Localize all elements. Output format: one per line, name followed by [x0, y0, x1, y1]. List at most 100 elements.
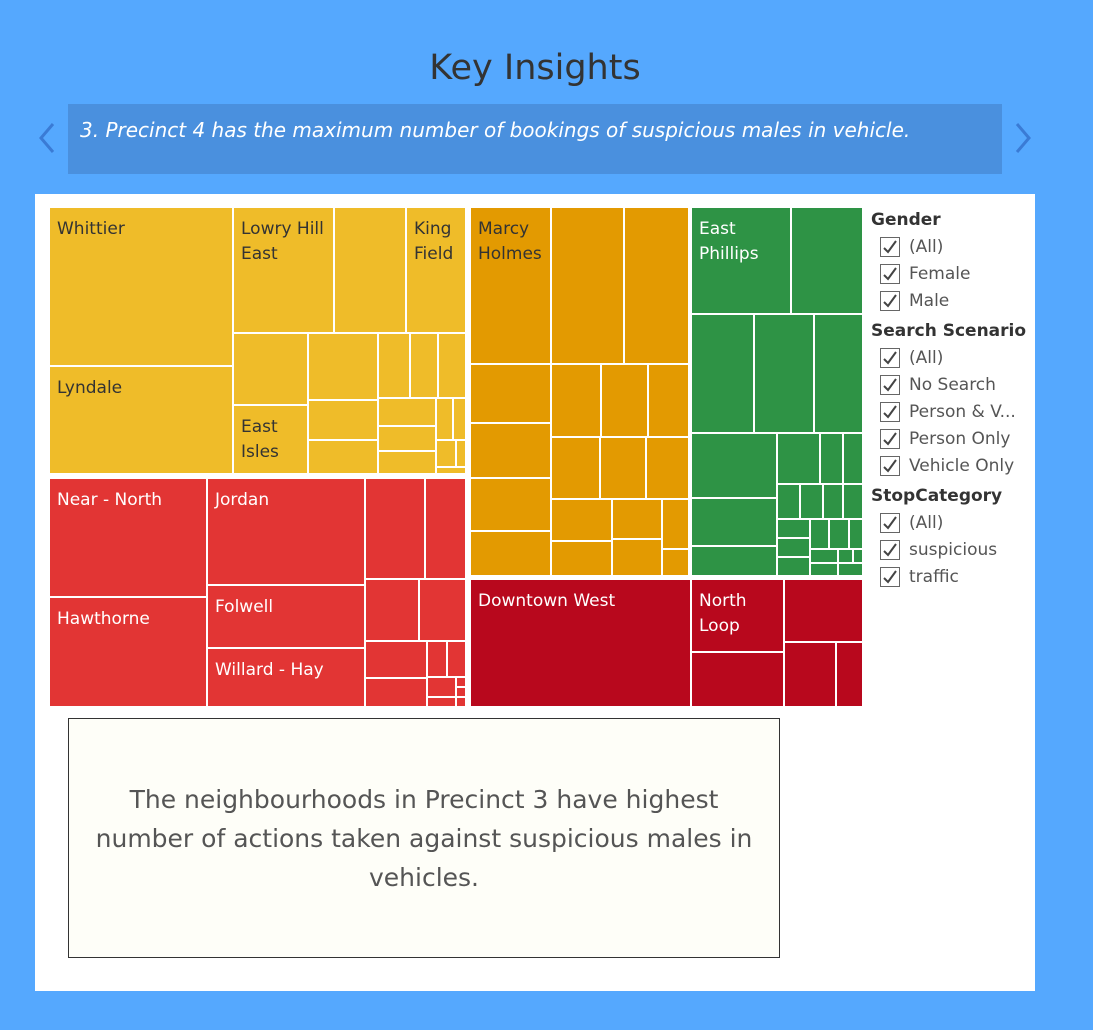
treemap-cell[interactable] [436, 467, 466, 474]
filter-option[interactable]: Person Only [871, 425, 1031, 452]
treemap-cell[interactable] [820, 433, 843, 484]
checkbox[interactable] [880, 539, 900, 560]
treemap-cell[interactable] [836, 642, 863, 707]
treemap-cell[interactable] [646, 437, 689, 499]
treemap-cell[interactable] [365, 678, 427, 707]
filter-option[interactable]: (All) [871, 509, 1031, 536]
treemap-cell[interactable] [838, 563, 863, 576]
checkbox[interactable] [880, 512, 900, 533]
treemap-cell[interactable] [308, 333, 378, 400]
treemap-cell[interactable] [754, 314, 814, 433]
treemap-cell-east-isles[interactable]: East Isles [233, 405, 308, 474]
prev-story-button[interactable] [33, 120, 63, 156]
filter-option[interactable]: (All) [871, 233, 1031, 260]
treemap-cell[interactable] [784, 579, 863, 642]
checkbox[interactable] [880, 290, 900, 311]
treemap-cell[interactable] [456, 687, 466, 697]
treemap-cell[interactable] [365, 579, 419, 641]
treemap-cell[interactable] [427, 641, 447, 677]
filter-option[interactable]: Female [871, 260, 1031, 287]
treemap-cell[interactable] [777, 557, 810, 576]
treemap-cell[interactable] [438, 333, 466, 398]
treemap-cell[interactable] [378, 398, 436, 426]
treemap-cell[interactable] [551, 541, 612, 576]
treemap-cell[interactable] [456, 677, 466, 687]
treemap-cell[interactable] [777, 519, 810, 538]
treemap-cell-folwell[interactable]: Folwell [207, 585, 365, 648]
treemap-cell[interactable] [453, 398, 466, 440]
treemap-cell[interactable] [378, 451, 436, 474]
treemap-cell[interactable] [470, 423, 551, 478]
treemap-cell-jordan[interactable]: Jordan [207, 478, 365, 585]
treemap-cell[interactable] [838, 549, 853, 563]
next-story-button[interactable] [1007, 120, 1037, 156]
treemap-cell[interactable] [849, 519, 863, 549]
treemap-cell[interactable] [427, 677, 456, 697]
checkbox[interactable] [880, 455, 900, 476]
treemap-cell[interactable] [470, 478, 551, 531]
treemap-cell-downtown-west[interactable]: Downtown West [470, 579, 691, 707]
treemap-cell[interactable] [308, 440, 378, 474]
treemap-cell[interactable] [410, 333, 438, 398]
treemap-cell[interactable] [777, 538, 810, 557]
checkbox[interactable] [880, 428, 900, 449]
checkbox[interactable] [880, 236, 900, 257]
filter-option[interactable]: Male [871, 287, 1031, 314]
treemap-cell[interactable] [843, 433, 863, 484]
treemap-cell[interactable] [829, 519, 849, 549]
treemap-cell-lyndale[interactable]: Lyndale [49, 366, 233, 474]
treemap-cell-king-field[interactable]: King Field [406, 207, 466, 333]
filter-option[interactable]: suspicious [871, 536, 1031, 563]
treemap-cell[interactable] [551, 207, 624, 364]
filter-option[interactable]: No Search [871, 371, 1031, 398]
treemap-cell[interactable] [419, 579, 466, 641]
treemap-cell[interactable] [853, 549, 863, 563]
treemap-cell-east-phillips[interactable]: East Phillips [691, 207, 791, 314]
treemap-cell[interactable] [777, 433, 820, 484]
treemap-cell[interactable] [436, 440, 456, 467]
treemap-cell[interactable] [624, 207, 689, 364]
treemap-cell[interactable] [456, 440, 466, 467]
treemap-cell[interactable] [810, 549, 838, 563]
treemap-cell[interactable] [648, 364, 689, 437]
treemap-cell[interactable] [378, 426, 436, 451]
treemap-cell[interactable] [551, 437, 600, 499]
treemap-cell[interactable] [843, 484, 863, 519]
treemap-cell[interactable] [600, 437, 646, 499]
filter-option[interactable]: traffic [871, 563, 1031, 590]
treemap-cell-lowry-hill-east[interactable]: Lowry Hill East [233, 207, 334, 333]
treemap-cell[interactable] [810, 563, 838, 576]
treemap-cell[interactable] [662, 499, 689, 549]
checkbox[interactable] [880, 347, 900, 368]
treemap-cell[interactable] [551, 499, 612, 541]
treemap-cell[interactable] [365, 641, 427, 678]
treemap-cell[interactable] [784, 642, 836, 707]
filter-option[interactable]: (All) [871, 344, 1031, 371]
treemap-cell[interactable] [334, 207, 406, 333]
filter-option[interactable]: Vehicle Only [871, 452, 1031, 479]
treemap-cell[interactable] [551, 364, 601, 437]
treemap-cell[interactable] [691, 652, 784, 707]
treemap-cell[interactable] [470, 364, 551, 423]
treemap-cell-hawthorne[interactable]: Hawthorne [49, 597, 207, 707]
treemap-cell-whittier[interactable]: Whittier [49, 207, 233, 366]
treemap-cell[interactable] [814, 314, 863, 433]
checkbox[interactable] [880, 566, 900, 587]
treemap-cell[interactable] [791, 207, 863, 314]
treemap-cell[interactable] [691, 546, 777, 576]
checkbox[interactable] [880, 401, 900, 422]
treemap-cell[interactable] [823, 484, 843, 519]
treemap-cell[interactable] [456, 697, 466, 707]
treemap-cell-marcy-holmes[interactable]: Marcy Holmes [470, 207, 551, 364]
treemap-cell[interactable] [777, 484, 800, 519]
treemap-cell[interactable] [612, 539, 662, 576]
treemap-cell-north-loop[interactable]: North Loop [691, 579, 784, 652]
treemap-cell[interactable] [427, 697, 456, 707]
filter-option[interactable]: Person & V... [871, 398, 1031, 425]
treemap-cell[interactable] [691, 498, 777, 546]
treemap-cell[interactable] [691, 314, 754, 433]
treemap-cell[interactable] [601, 364, 648, 437]
treemap-cell[interactable] [612, 499, 662, 539]
treemap-cell-willard-hay[interactable]: Willard - Hay [207, 648, 365, 707]
treemap-cell[interactable] [662, 549, 689, 576]
